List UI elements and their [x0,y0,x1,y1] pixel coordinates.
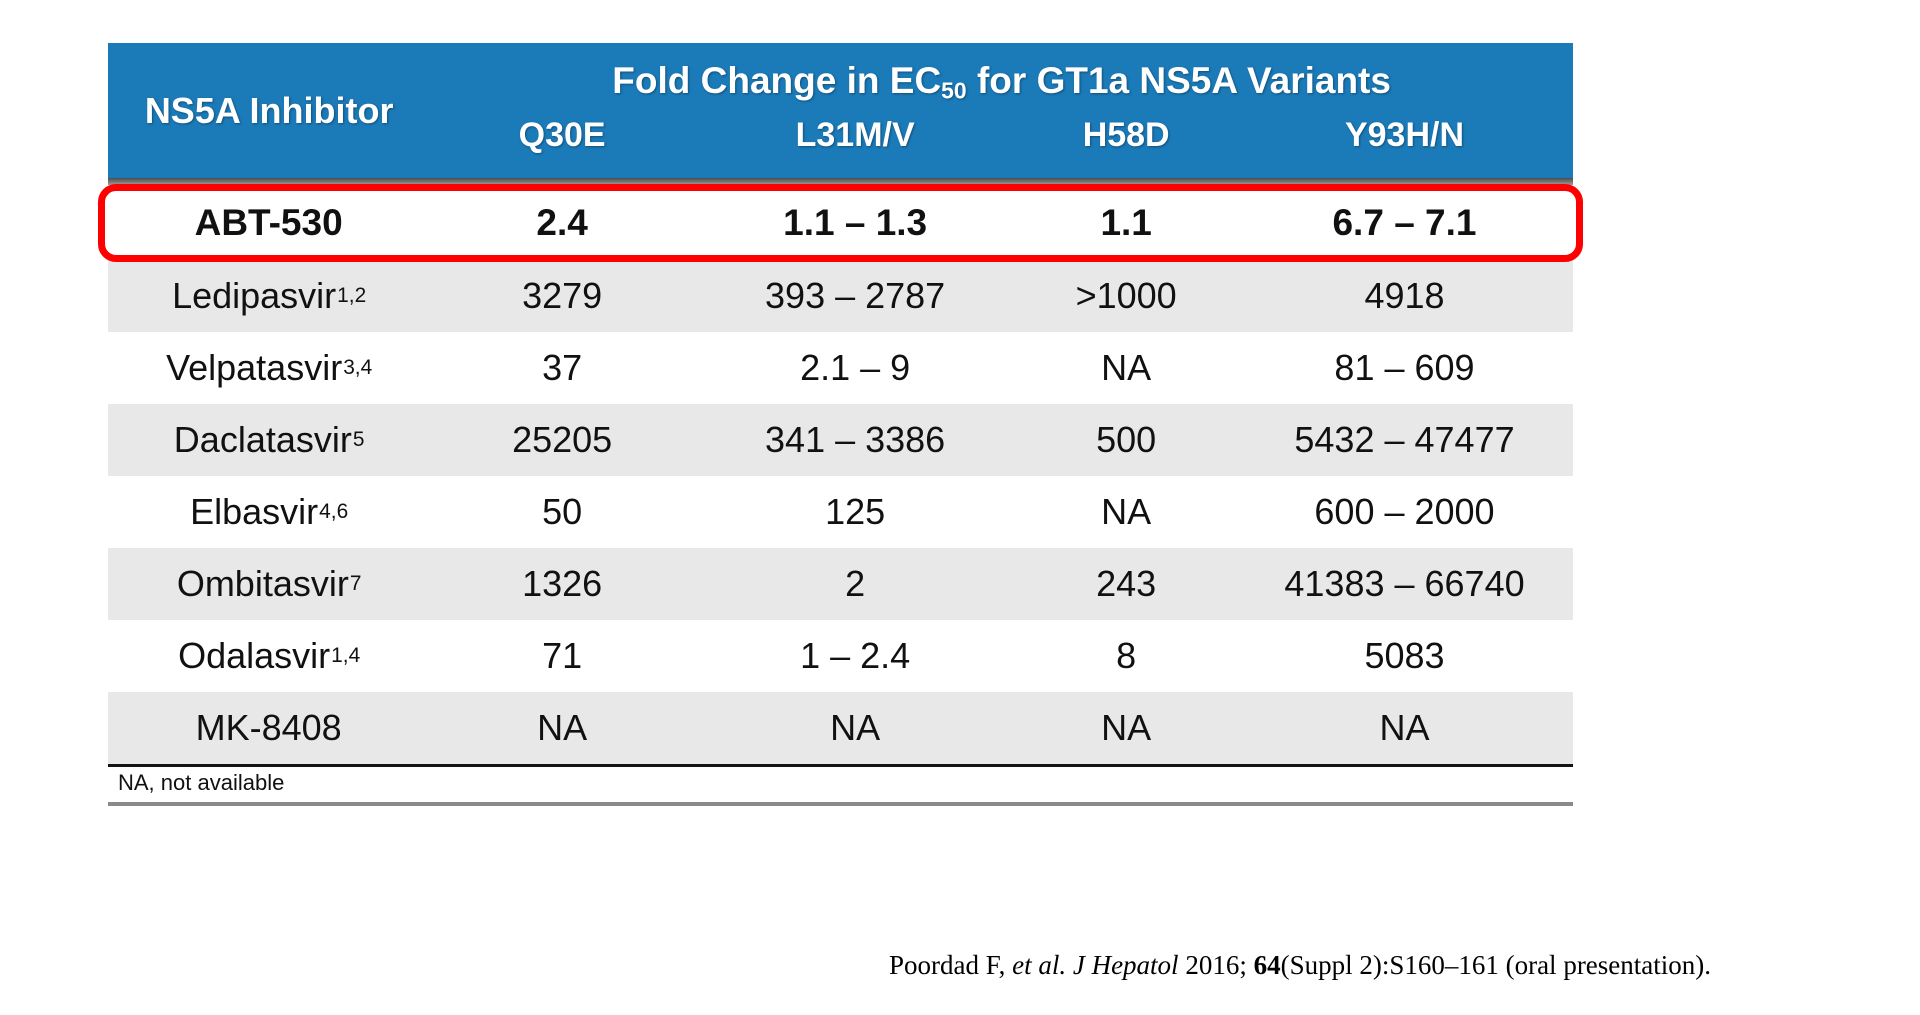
inhibitor-name: Elbasvir 4,6 [190,491,349,532]
value-h58d: NA [1101,707,1152,748]
value-l31mv: 2 [845,563,866,604]
value-l31mv: NA [830,707,881,748]
value-y93hn: 5083 [1364,635,1445,676]
column-header-l31mv: L31M/V [795,116,915,154]
value-h58d: >1000 [1075,275,1177,316]
value-q30e: NA [537,707,588,748]
inhibitor-header-label: NS5A Inhibitor [144,89,394,131]
value-h58d: NA [1101,491,1152,532]
inhibitor-name: Daclatasvir 5 [173,419,365,460]
value-y93hn: 4918 [1364,275,1445,316]
value-q30e: 25205 [512,419,613,460]
citation-authors: Poordad F, [888,950,1013,980]
table-footnote: NA, not available [118,770,285,795]
citation-journal: et al. J Hepatol [1012,950,1179,980]
value-h58d: 8 [1116,635,1137,676]
inhibitor-name: Velpatasvir 3,4 [166,347,373,388]
table-row-daclatasvir: Daclatasvir 5 25205 341 – 3386 500 5432 –… [108,404,1573,476]
header-separator-line [108,178,1573,185]
value-h58d: 243 [1096,563,1157,604]
inhibitor-name: Ledipasvir 1,2 [172,275,367,316]
table-row-elbasvir: Elbasvir 4,6 50 125 NA 600 – 2000 [108,476,1573,548]
table-row-velpatasvir: Velpatasvir 3,4 37 2.1 – 9 NA 81 – 609 [108,332,1573,404]
value-y93hn: 81 – 609 [1334,347,1475,388]
ns5a-fold-change-table: NS5A Inhibitor Fold Change in EC50 for G… [98,43,1583,806]
value-q30e: 2.4 [536,202,588,243]
table-header: NS5A Inhibitor Fold Change in EC50 for G… [108,43,1573,178]
inhibitor-name: Ombitasvir 7 [176,563,362,604]
value-q30e: 3279 [522,275,603,316]
inhibitor-name: MK-8408 [195,707,342,748]
title-subscript: 50 [941,77,967,104]
title-prefix: Fold Change in EC [612,60,942,101]
citation-volume: 64 [1253,950,1281,980]
value-l31mv: 341 – 3386 [765,419,946,460]
value-h58d: NA [1101,347,1152,388]
value-y93hn: 6.7 – 7.1 [1332,202,1477,243]
value-l31mv: 125 [825,491,886,532]
footnote-underline [108,802,1573,806]
value-q30e: 37 [542,347,583,388]
value-y93hn: 600 – 2000 [1314,491,1495,532]
value-h58d: 1.1 [1100,202,1152,243]
column-header-inhibitor: NS5A Inhibitor [108,43,430,178]
table-title: Fold Change in EC50 for GT1a NS5A Varian… [430,43,1573,107]
value-y93hn: NA [1379,707,1430,748]
column-header-y93hn: Y93H/N [1344,116,1465,154]
table-bottom-border [108,764,1573,767]
citation-year: 2016; [1178,950,1254,980]
citation: Poordad F, et al. J Hepatol 2016; 64(Sup… [880,950,1720,981]
value-q30e: 71 [542,635,583,676]
citation-pages: (Suppl 2):S160–161 (oral presentation). [1280,950,1712,980]
table-row-ledipasvir: Ledipasvir 1,2 3279 393 – 2787 >1000 4918 [108,260,1573,332]
value-y93hn: 41383 – 66740 [1284,563,1525,604]
title-suffix: for GT1a NS5A Variants [966,60,1391,101]
table-row-ombitasvir: Ombitasvir 7 1326 2 243 41383 – 66740 [108,548,1573,620]
inhibitor-name: Odalasvir 1,4 [178,635,361,676]
inhibitor-name: ABT-530 [194,202,343,243]
table-row-odalasvir: Odalasvir 1,4 71 1 – 2.4 8 5083 [108,620,1573,692]
table-row-abt530: ABT-530 2.4 1.1 – 1.3 1.1 6.7 – 7.1 [98,184,1583,262]
table-row-mk8408: MK-8408 NA NA NA NA [108,692,1573,764]
column-header-q30e: Q30E [518,116,606,154]
value-l31mv: 1 – 2.4 [800,635,911,676]
value-h58d: 500 [1096,419,1157,460]
value-q30e: 50 [542,491,583,532]
column-header-h58d: H58D [1082,116,1170,154]
value-l31mv: 393 – 2787 [765,275,946,316]
value-q30e: 1326 [522,563,603,604]
value-l31mv: 1.1 – 1.3 [783,202,928,243]
value-l31mv: 2.1 – 9 [800,347,911,388]
value-y93hn: 5432 – 47477 [1294,419,1515,460]
